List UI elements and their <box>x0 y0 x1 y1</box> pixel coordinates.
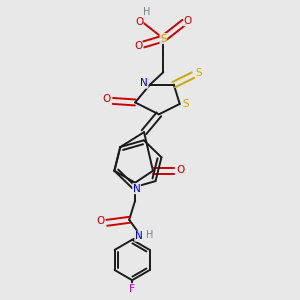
Text: O: O <box>135 17 143 27</box>
Text: O: O <box>103 94 111 104</box>
Text: F: F <box>129 284 135 293</box>
Text: S: S <box>160 34 167 44</box>
Text: O: O <box>184 16 192 26</box>
Text: H: H <box>143 8 151 17</box>
Text: H: H <box>146 230 153 240</box>
Text: N: N <box>135 231 142 241</box>
Text: O: O <box>96 216 104 226</box>
Text: N: N <box>133 184 140 194</box>
Text: N: N <box>140 78 148 88</box>
Text: S: S <box>182 99 189 109</box>
Text: O: O <box>176 165 184 175</box>
Text: O: O <box>134 41 142 51</box>
Text: S: S <box>196 68 202 78</box>
